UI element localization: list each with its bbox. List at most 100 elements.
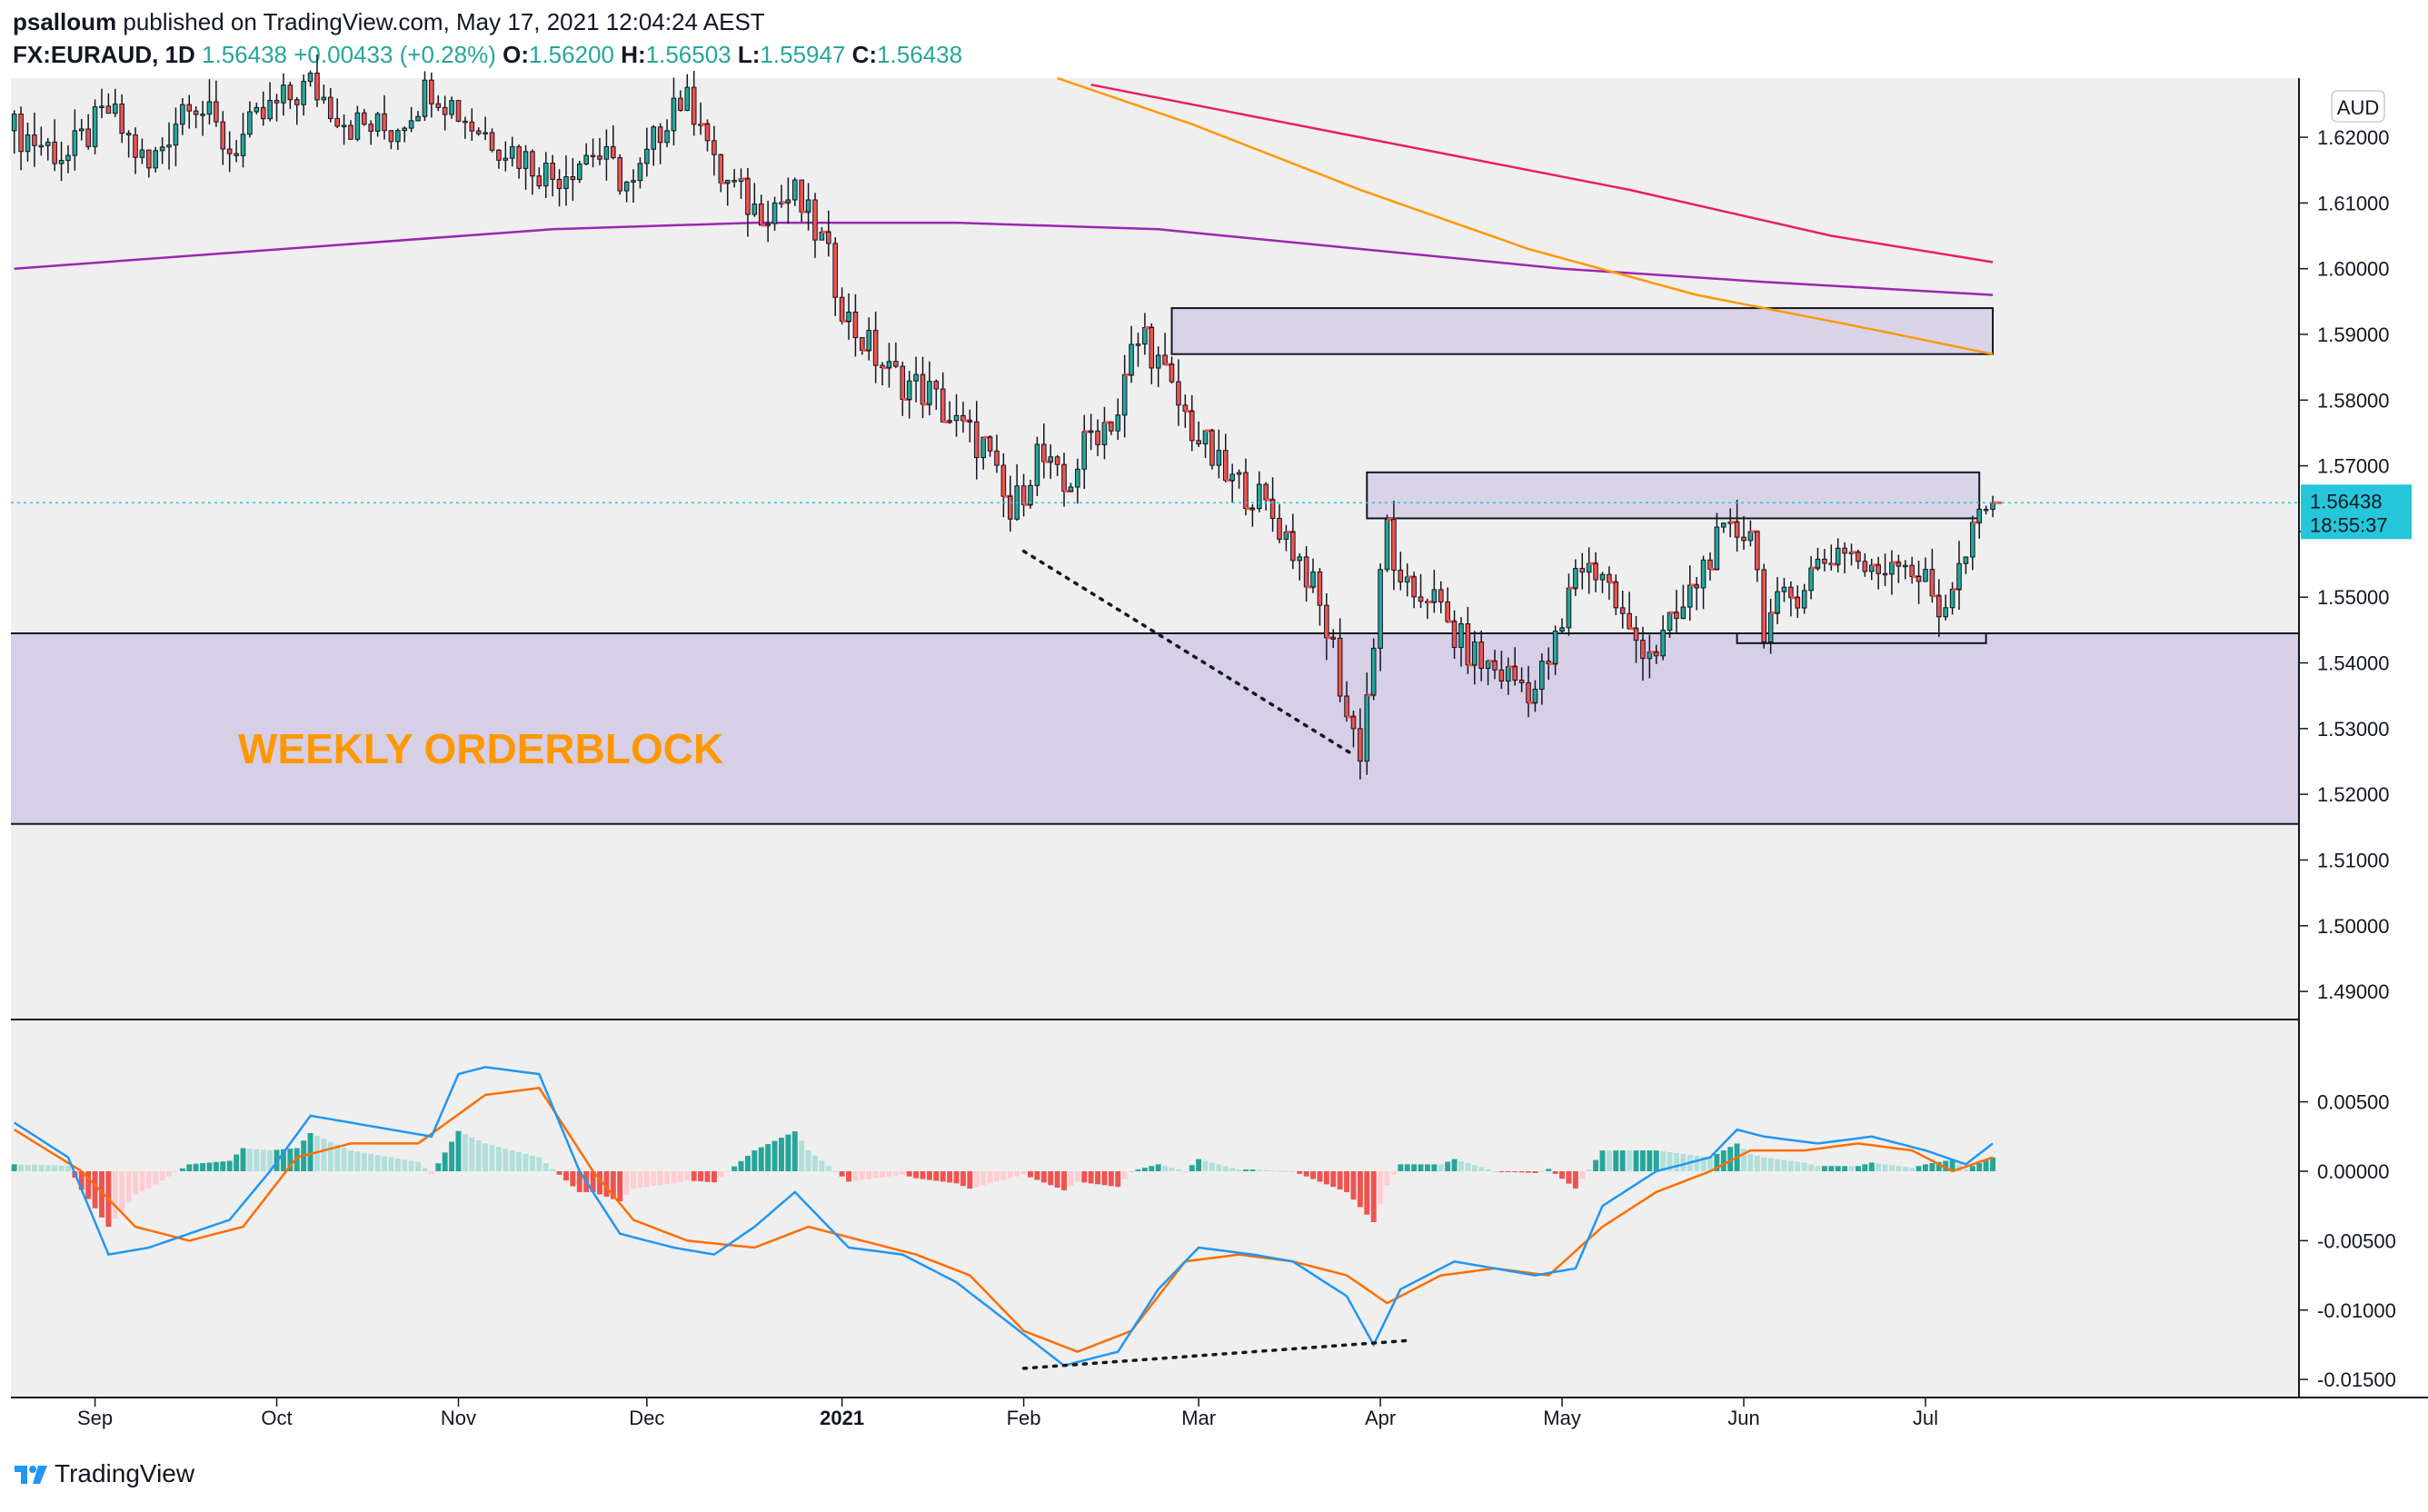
histogram-bar — [1868, 1162, 1875, 1171]
candle — [1149, 323, 1155, 384]
candle — [180, 97, 185, 135]
candle-body — [32, 134, 37, 146]
candle-body — [1088, 430, 1094, 433]
candle-body — [1660, 630, 1666, 657]
histogram-bar — [1263, 1169, 1269, 1171]
candle-body — [1512, 666, 1518, 681]
candle — [153, 146, 159, 173]
histogram-bar — [1283, 1170, 1289, 1172]
candle-body — [1633, 628, 1639, 642]
price-axis[interactable]: 1.49000 1.50000 1.51000 1.52000 1.53000 1.540… — [2299, 126, 2390, 1003]
candle — [45, 137, 51, 161]
candle-body — [1229, 473, 1235, 482]
candle — [530, 149, 535, 195]
candle-body — [146, 149, 152, 169]
histogram-bar — [900, 1170, 906, 1175]
histogram-bar — [1189, 1165, 1195, 1171]
histogram-bar — [153, 1170, 159, 1185]
candle-body — [1068, 486, 1074, 492]
histogram-bar — [361, 1152, 367, 1171]
candle-body — [678, 97, 683, 112]
candle — [1155, 346, 1161, 387]
candle-body — [1418, 596, 1424, 602]
candle-body — [1297, 556, 1303, 562]
candle-body — [186, 104, 193, 112]
candle — [1438, 581, 1444, 613]
candle — [1358, 708, 1363, 780]
candle-body — [1364, 694, 1370, 762]
histogram-bar — [1135, 1169, 1141, 1171]
histogram-bar — [193, 1163, 199, 1171]
histogram-bar — [78, 1170, 85, 1190]
candle-body — [1734, 522, 1740, 538]
candle-body — [260, 106, 266, 120]
candle — [442, 95, 448, 131]
candle-body — [159, 146, 165, 152]
candle — [1290, 513, 1296, 570]
histogram-bar — [1613, 1150, 1619, 1171]
author-name[interactable]: psalloum — [13, 8, 117, 35]
price-tag-value: 1.56438 — [2310, 490, 2383, 512]
histogram-bar — [886, 1170, 892, 1177]
histogram-bar — [1862, 1164, 1868, 1171]
candle — [1169, 356, 1175, 384]
candle-body — [99, 105, 104, 108]
candle-body — [254, 106, 260, 113]
candle-body — [1647, 652, 1653, 660]
candle — [1896, 554, 1902, 583]
histogram-bar — [556, 1170, 562, 1175]
candle-body — [1599, 573, 1606, 581]
histogram-bar — [294, 1148, 300, 1171]
candle-body — [1028, 484, 1033, 505]
histogram-bar — [1627, 1150, 1633, 1171]
candle — [872, 311, 879, 383]
candle — [1398, 552, 1404, 591]
histogram-bar — [1882, 1164, 1888, 1171]
candle-body — [1445, 601, 1450, 622]
candle — [267, 82, 273, 122]
histogram-bar — [664, 1170, 671, 1185]
histogram-bar — [1552, 1170, 1558, 1174]
candle-body — [1882, 572, 1888, 576]
candle-body — [1707, 559, 1713, 570]
close-label: C: — [851, 41, 878, 68]
candle-body — [644, 148, 650, 164]
candle-body — [1822, 558, 1827, 564]
histogram-bar — [133, 1170, 138, 1195]
candle-body — [1391, 519, 1397, 571]
currency-badge-box[interactable] — [2331, 90, 2385, 123]
histogram-bar — [11, 1164, 17, 1171]
macd-axis[interactable]: 0.00500 0.00000 -0.00500 -0.01000 -0.01500 — [2299, 1091, 2396, 1392]
candle-body — [1539, 661, 1545, 691]
histogram-bar — [1653, 1150, 1659, 1171]
candle-body — [1041, 443, 1047, 463]
candle — [678, 90, 683, 112]
candle — [1856, 549, 1861, 570]
histogram-bar — [805, 1150, 811, 1171]
supply-zone-1 — [1170, 307, 1995, 355]
candle — [805, 183, 811, 231]
candle-body — [314, 72, 320, 101]
brand-footer[interactable]: TradingView — [13, 1459, 194, 1488]
histogram-bar — [563, 1170, 569, 1181]
candle — [1229, 463, 1235, 503]
candle — [1378, 562, 1383, 671]
histogram-bar — [1390, 1170, 1397, 1175]
candle — [1532, 680, 1538, 712]
histogram-bar — [1378, 1170, 1384, 1204]
currency-badge[interactable]: AUD — [2337, 96, 2379, 119]
time-axis[interactable]: Sep Oct Nov Dec 2021 Feb Mar Apr May Jun Jul — [77, 1398, 1938, 1429]
histogram-bar — [1404, 1164, 1410, 1171]
candle-body — [1236, 472, 1242, 475]
candle-body — [530, 151, 535, 177]
candle-body — [321, 96, 327, 101]
candle — [563, 154, 569, 206]
candle-body — [1431, 589, 1438, 602]
supply-zone-2 — [1366, 471, 1981, 520]
candle — [1109, 422, 1114, 435]
candle-body — [852, 311, 859, 339]
candle-body — [1808, 567, 1814, 592]
candle — [200, 101, 205, 136]
histogram-bar — [536, 1157, 542, 1171]
